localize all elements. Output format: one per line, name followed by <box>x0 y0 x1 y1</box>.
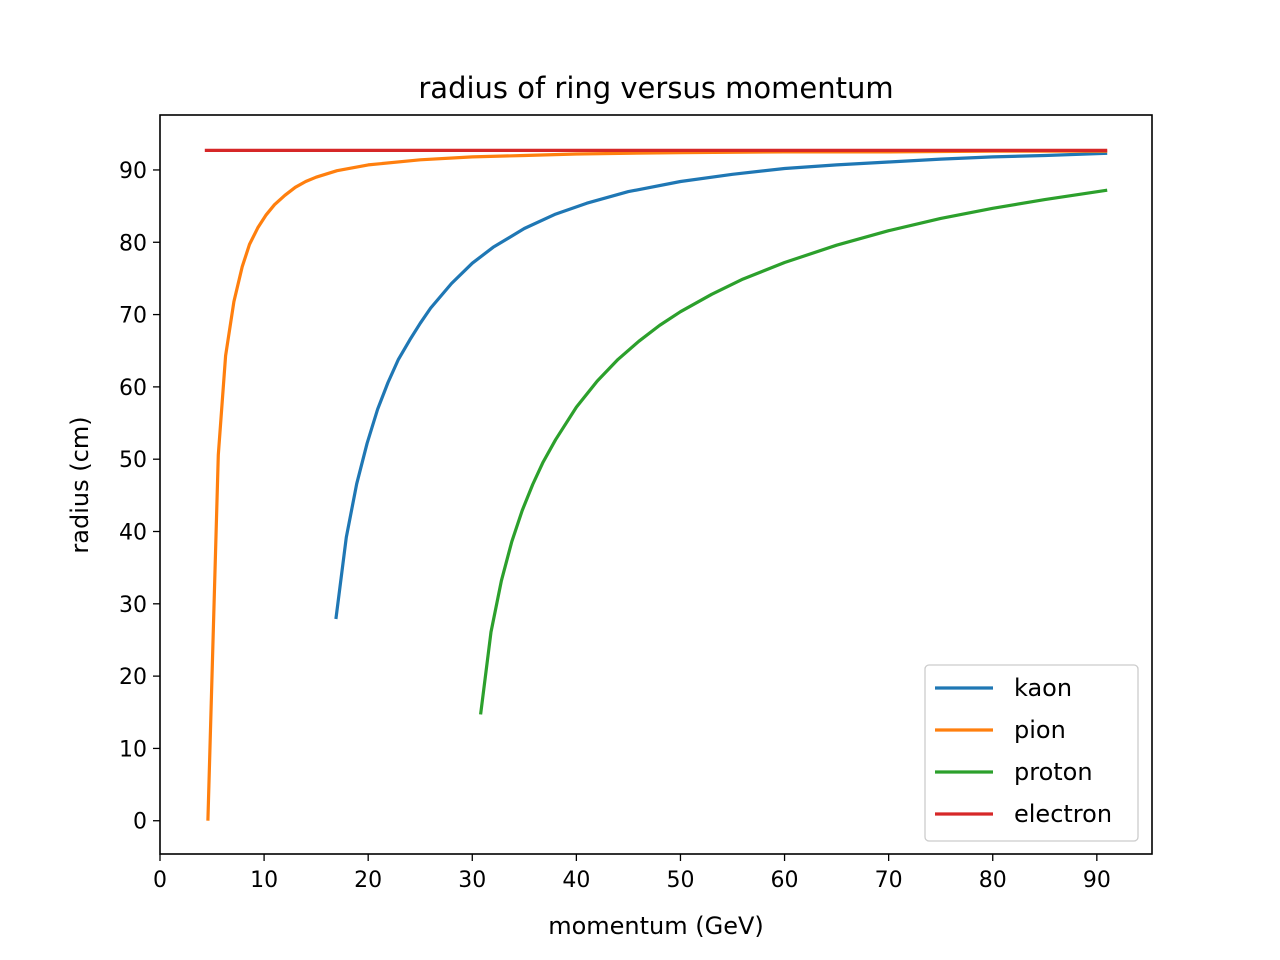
y-axis-label: radius (cm) <box>66 416 94 553</box>
y-tick-label: 0 <box>133 810 147 835</box>
x-tick-label: 80 <box>979 868 1007 893</box>
plot-area <box>204 148 1108 821</box>
x-tick-label: 50 <box>666 868 694 893</box>
x-tick-label: 70 <box>875 868 903 893</box>
y-tick-label: 70 <box>119 304 147 329</box>
series-line-proton <box>479 188 1108 715</box>
y-axis: 0 10 20 30 40 50 60 70 80 90 <box>119 159 160 835</box>
legend: kaon pion proton electron <box>924 664 1139 842</box>
legend-box <box>924 664 1139 842</box>
x-tick-label: 20 <box>354 868 382 893</box>
y-tick-label: 40 <box>119 521 147 546</box>
x-axis: 0 10 20 30 40 50 60 70 80 90 <box>153 854 1111 893</box>
y-tick-label: 50 <box>119 448 147 473</box>
y-tick-label: 30 <box>119 593 147 618</box>
y-tick-label: 80 <box>119 231 147 256</box>
chart-title: radius of ring versus momentum <box>418 71 893 105</box>
plot-frame <box>159 114 1153 855</box>
legend-label: kaon <box>1014 674 1072 702</box>
y-tick-label: 20 <box>119 665 147 690</box>
legend-label: pion <box>1014 716 1066 744</box>
x-tick-label: 0 <box>153 868 167 893</box>
x-tick-label: 30 <box>458 868 486 893</box>
y-tick-label: 60 <box>119 376 147 401</box>
legend-label: proton <box>1014 758 1093 786</box>
series-line-kaon <box>334 151 1108 620</box>
series-line-pion <box>206 149 1108 821</box>
y-tick-label: 10 <box>119 737 147 762</box>
x-tick-label: 40 <box>562 868 590 893</box>
x-tick-label: 10 <box>250 868 278 893</box>
x-tick-label: 90 <box>1083 868 1111 893</box>
x-axis-label: momentum (GeV) <box>548 912 764 940</box>
x-tick-label: 60 <box>771 868 799 893</box>
legend-label: electron <box>1014 800 1112 828</box>
y-tick-label: 90 <box>119 159 147 184</box>
